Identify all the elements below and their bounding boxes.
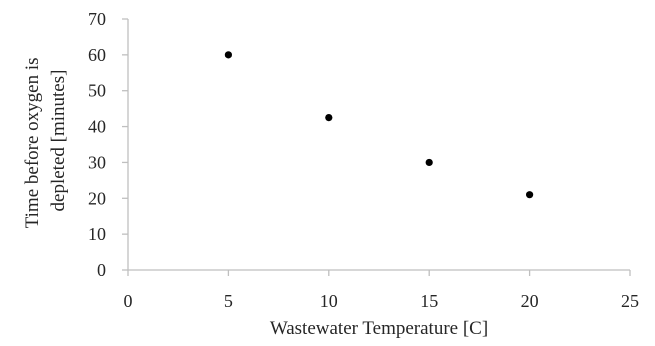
x-tick-label: 15 [420, 291, 438, 311]
y-tick-label: 70 [88, 9, 106, 29]
x-tick-label: 25 [621, 291, 639, 311]
data-point [325, 114, 333, 122]
axes [122, 18, 631, 276]
x-tick-label: 0 [124, 291, 133, 311]
y-tick-label: 40 [88, 117, 106, 137]
x-tick-label: 20 [521, 291, 539, 311]
y-axis-title: Time before oxygen is depleted [minutes] [22, 53, 69, 229]
y-tick-label: 60 [88, 45, 106, 65]
x-tick-label: 10 [320, 291, 338, 311]
y-tick-label: 30 [88, 152, 106, 172]
tick-labels: 0 5 10 15 20 25 0 10 20 30 40 50 60 70 [88, 9, 639, 311]
x-tick-label: 5 [224, 291, 233, 311]
x-axis-title: Wastewater Temperature [C] [270, 318, 488, 339]
y-tick-label: 50 [88, 81, 106, 101]
data-point [425, 158, 433, 167]
data-points [224, 51, 534, 199]
data-point [224, 51, 232, 59]
y-tick-label: 20 [88, 188, 106, 208]
y-tick-label: 10 [88, 224, 106, 244]
y-axis-title-line-2: depleted [minutes] [48, 70, 69, 212]
y-axis-title-line-1: Time before oxygen is [22, 57, 43, 228]
y-tick-label: 0 [97, 260, 106, 280]
data-point [526, 191, 534, 199]
